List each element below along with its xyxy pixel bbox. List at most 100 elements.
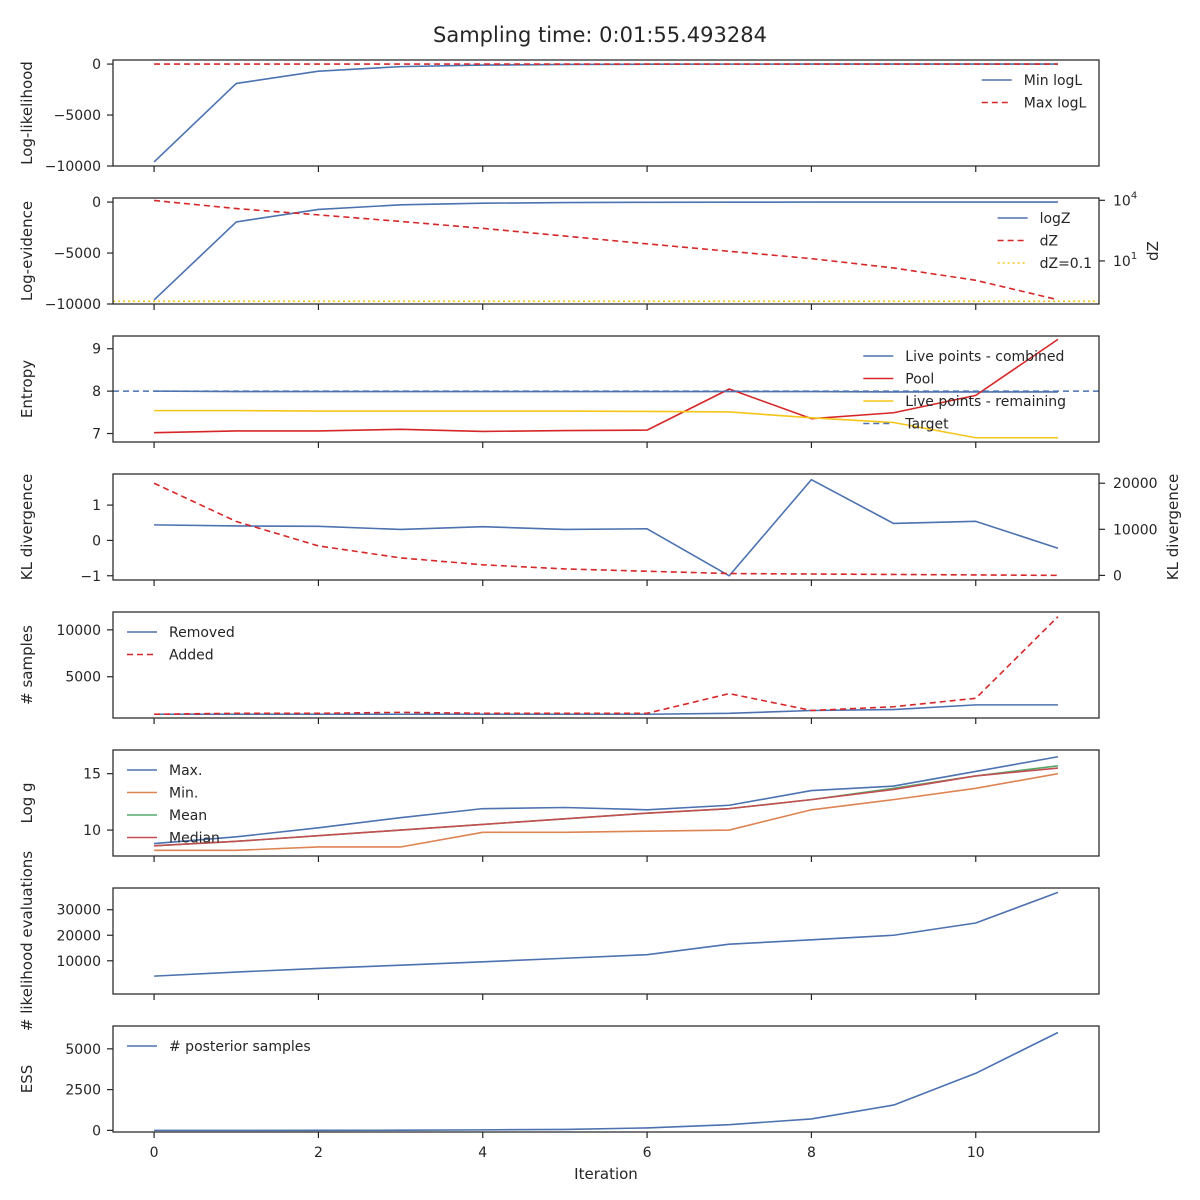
series-line-posterior-samples — [154, 1031, 1059, 1132]
y2-tick-label: 10000 — [1113, 522, 1158, 538]
series-line-dz — [154, 199, 1059, 301]
legend-label: logZ — [1040, 211, 1071, 227]
x-tick-label: 8 — [807, 1145, 816, 1161]
axes-frame — [112, 59, 1100, 167]
y-tick-label: 0 — [92, 195, 101, 211]
subplot-2: 0 −5000 −10000 104 101 Log-evidence dZ logZ dZ dZ… — [18, 190, 1162, 313]
x-tick-label: 6 — [643, 1145, 652, 1161]
series-line-series-1 — [154, 891, 1059, 977]
series-line-pool — [154, 338, 1059, 434]
series-group — [154, 616, 1059, 716]
series-line-min-logl — [153, 63, 1058, 163]
legend-label: Removed — [169, 625, 235, 641]
legend-label: Min. — [169, 786, 198, 802]
series-group — [153, 478, 1059, 577]
y-tick-label: −10000 — [45, 297, 101, 313]
legend-label: Median — [169, 831, 220, 847]
x-tick-label: 4 — [478, 1145, 487, 1161]
axes-frame — [112, 611, 1100, 719]
y-tick-label: 10 — [83, 823, 101, 839]
subplot-4: 1 0 −1 20000 10000 0 KL divergence KL divergenc… — [18, 473, 1182, 586]
y-tick-label: 0 — [92, 1123, 101, 1139]
x-tick-label: 10 — [967, 1145, 985, 1161]
series-group — [113, 199, 1099, 303]
y-tick-label: −10000 — [45, 159, 101, 175]
legend-label: Max. — [169, 763, 202, 779]
y2-tick-label: 20000 — [1113, 476, 1158, 492]
y-tick-label: 8 — [92, 384, 101, 400]
subplot-7: 30000 20000 10000 # likelihood evaluations — [18, 851, 1100, 1031]
y-tick-label: 2500 — [65, 1083, 101, 1099]
y-tick-label: 15 — [83, 767, 101, 783]
legend-label: # posterior samples — [169, 1039, 311, 1055]
subplot-8: 5000 2500 0 0 2 4 6 8 10 ESS # posterior samples — [18, 1025, 1100, 1161]
series-line-live-points-remaining — [154, 409, 1058, 439]
legend-label: Max logL — [1024, 96, 1087, 112]
series-line-max — [154, 755, 1059, 845]
series-line-median — [154, 767, 1058, 847]
legend-label: Min logL — [1024, 73, 1083, 89]
legend-label: dZ=0.1 — [1040, 256, 1092, 272]
legend-label: Live points - remaining — [905, 394, 1066, 410]
y-axis-label: Log-likelihood — [18, 61, 36, 165]
axes-frame — [112, 335, 1100, 443]
y-tick-label: 20000 — [56, 928, 101, 944]
axes-frame — [112, 749, 1100, 857]
series-line-mean — [154, 764, 1059, 847]
series-line-added — [154, 616, 1059, 716]
x-tick-label: 0 — [150, 1145, 159, 1161]
legend-label: Mean — [169, 808, 207, 824]
y-tick-label: 5000 — [65, 670, 101, 686]
series-line-series-1 — [154, 478, 1059, 577]
y-axis-label: # likelihood evaluations — [18, 851, 36, 1031]
legend-label: Live points - combined — [905, 349, 1064, 365]
series-group — [154, 755, 1059, 852]
y-tick-label: 0 — [92, 533, 101, 549]
y2-tick-label: 104 — [1113, 190, 1137, 209]
y-tick-label: 7 — [92, 427, 101, 443]
legend-label: Target — [904, 417, 949, 433]
figure-title: Sampling time: 0:01:55.493284 — [433, 23, 767, 47]
y-tick-label: 0 — [92, 57, 101, 73]
series-group — [154, 891, 1059, 977]
y-axis-label: Entropy — [18, 360, 36, 418]
axes-frame — [112, 473, 1100, 581]
y-axis-label: # samples — [18, 625, 36, 705]
subplot-5: 10000 5000 # samples Removed Added — [18, 611, 1100, 724]
x-tick-label: 2 — [314, 1145, 323, 1161]
series-line-min — [154, 772, 1059, 852]
series-line-removed — [154, 704, 1058, 716]
y-tick-label: 30000 — [56, 903, 101, 919]
y2-tick-label: 101 — [1113, 251, 1137, 270]
subplot-1: 0 −5000 −10000 Log-likelihood Min logL Max lo… — [18, 57, 1100, 175]
y-tick-label: 10000 — [56, 623, 101, 639]
y-axis-label: KL divergence — [18, 474, 36, 580]
x-axis-label: Iteration — [574, 1165, 638, 1183]
series-line-series-2 — [153, 482, 1058, 577]
axes-frame — [112, 887, 1100, 995]
legend-label: dZ — [1040, 234, 1058, 250]
y2-axis-label: dZ — [1144, 241, 1162, 261]
axes-frame — [112, 197, 1100, 305]
subplot-6: 15 10 Log g Max. Min. Mean Median — [18, 749, 1100, 862]
series-group — [113, 338, 1099, 439]
y-tick-label: −5000 — [54, 108, 101, 124]
y2-tick-label: 0 — [1113, 568, 1122, 584]
series-group — [153, 63, 1058, 163]
series-group — [154, 1031, 1059, 1132]
y-tick-label: 1 — [92, 498, 101, 514]
y-axis-label: ESS — [18, 1065, 36, 1094]
y-tick-label: −1 — [80, 569, 101, 585]
y-axis-label: Log-evidence — [18, 201, 36, 301]
legend-label: Added — [169, 648, 214, 664]
y-tick-label: −5000 — [54, 246, 101, 262]
y-tick-label: 5000 — [65, 1042, 101, 1058]
y2-axis-label: KL divergence — [1164, 474, 1182, 580]
y-tick-label: 9 — [92, 342, 101, 358]
y-tick-label: 10000 — [56, 954, 101, 970]
legend-label: Pool — [905, 372, 934, 388]
y-axis-label: Log g — [18, 782, 36, 823]
axes-frame — [112, 1025, 1100, 1133]
